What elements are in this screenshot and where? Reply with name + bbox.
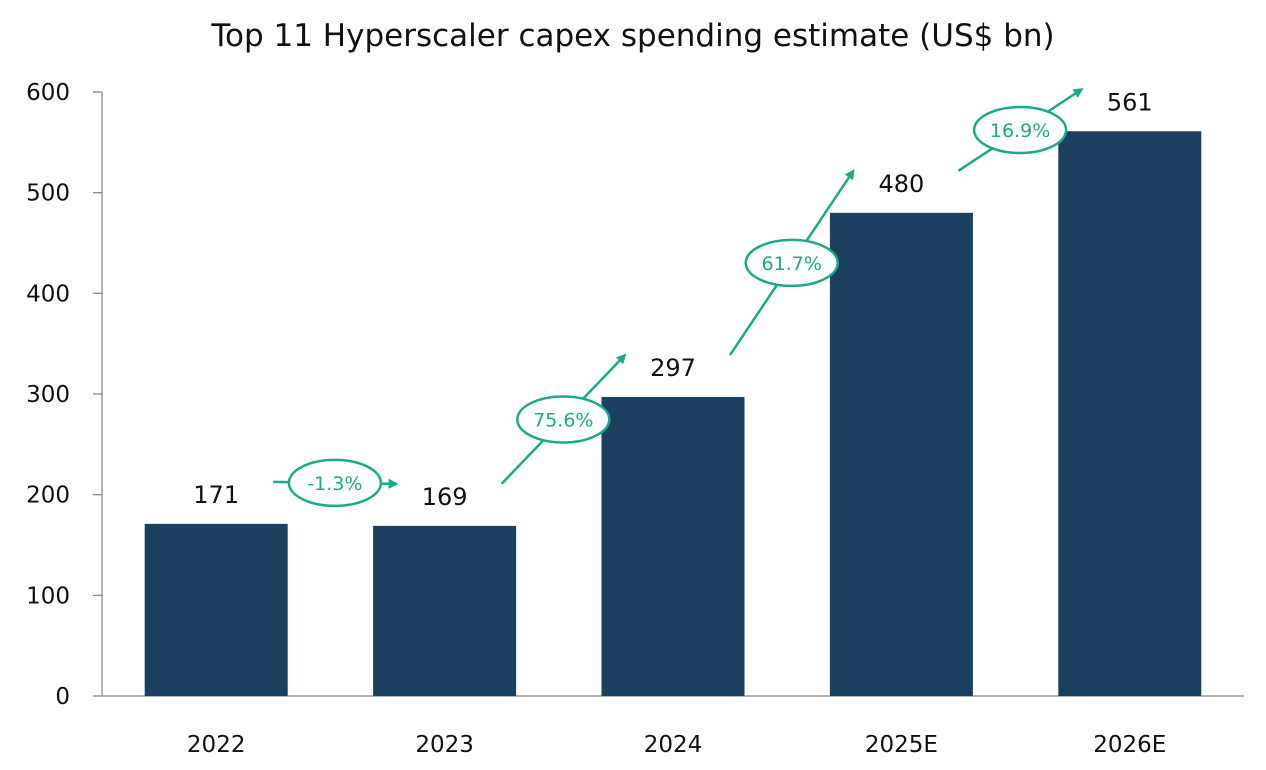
y-tick-label: 0: [55, 684, 70, 710]
growth-label: 75.6%: [533, 409, 593, 431]
bar: [1058, 131, 1202, 696]
y-tick-label: 100: [26, 583, 70, 609]
data-labels: 171 169 297 480 561: [193, 88, 1152, 511]
growth-label: 61.7%: [762, 253, 822, 275]
growth-callout: [287, 458, 383, 508]
x-tick-label: 2023: [415, 732, 474, 758]
growth-annotation: 16.9%: [957, 88, 1084, 172]
y-tick-label: 600: [26, 80, 70, 106]
bar: [601, 397, 745, 696]
growth-annotations: -1.3% 75.6% 61.7% 16.9%: [273, 88, 1084, 508]
chart-title: Top 11 Hyperscaler capex spending estima…: [210, 18, 1054, 54]
data-label: 480: [878, 170, 924, 198]
x-axis: 2022 2023 2024 2025E 2026E: [102, 695, 1244, 758]
bar: [373, 525, 517, 696]
data-label: 561: [1107, 88, 1153, 116]
growth-label: 16.9%: [990, 120, 1050, 142]
data-label: 297: [650, 354, 696, 382]
growth-label: -1.3%: [307, 473, 362, 495]
growth-callout: [744, 238, 839, 288]
growth-annotation: 61.7%: [728, 169, 855, 356]
x-tick-label: 2022: [187, 732, 246, 758]
y-tick-label: 500: [26, 181, 70, 207]
x-tick-label: 2024: [644, 732, 703, 758]
y-tick-label: 400: [26, 281, 70, 307]
x-tick-label: 2026E: [1093, 732, 1166, 758]
y-axis: 0 100 200 300 400 500 600: [26, 80, 103, 710]
bar: [144, 523, 288, 696]
x-tick-label: 2025E: [865, 732, 938, 758]
growth-annotation: -1.3%: [273, 458, 399, 508]
bar: [829, 212, 973, 697]
data-label: 171: [193, 481, 239, 509]
growth-callout: [972, 105, 1068, 155]
y-tick-label: 200: [26, 483, 70, 509]
growth-callout: [516, 395, 611, 444]
bar-series: [144, 131, 1202, 697]
data-label: 169: [422, 483, 468, 511]
growth-annotation: 75.6%: [500, 353, 627, 485]
y-tick-label: 300: [26, 382, 70, 408]
